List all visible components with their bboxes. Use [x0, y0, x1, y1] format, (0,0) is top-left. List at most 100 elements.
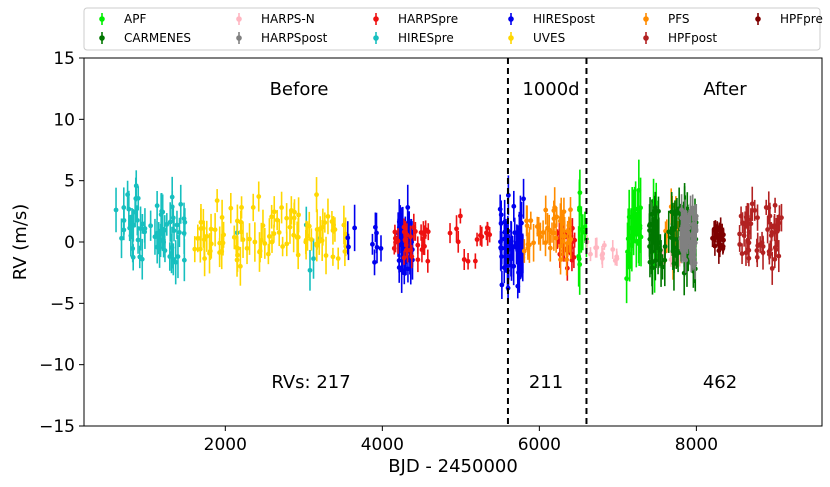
- rv-point-uves: [195, 224, 201, 253]
- rv-point-harps-n: [588, 247, 593, 262]
- rv-point-hirespre: [138, 206, 143, 251]
- rv-point-pfs: [543, 195, 549, 225]
- legend-item: UVES: [508, 31, 565, 45]
- rv-point-hirespost: [352, 204, 358, 252]
- rv-point-hirespre: [162, 238, 168, 263]
- legend-label: HPFpre: [780, 12, 823, 26]
- rv-point-uves: [323, 236, 329, 275]
- rv-point-apf: [625, 208, 631, 270]
- rv-point-hirespre: [175, 235, 181, 279]
- rv-point-uves: [271, 196, 277, 228]
- rv-point-pfs: [558, 244, 563, 275]
- rv-point-uves: [291, 202, 297, 234]
- rv-point-harpspre: [447, 223, 453, 244]
- rv-point-uves: [279, 191, 284, 224]
- rv-point-pfs: [568, 219, 574, 259]
- rv-point-pfs: [553, 223, 559, 253]
- rv-point-pfs: [547, 234, 553, 262]
- rv-point-carmenes: [656, 196, 661, 226]
- rv-point-uves: [322, 212, 328, 233]
- legend: APF CARMENES HARPS-N HARPSpost HARPSpre HIRES…: [83, 7, 823, 51]
- rv-point-pfs: [540, 220, 546, 245]
- rv-point-hpfpost: [772, 197, 778, 213]
- rv-point-harpspre: [479, 226, 485, 247]
- rv-point-uves: [317, 216, 323, 241]
- rv-point-uves: [228, 192, 234, 224]
- rv-point-harpspre: [457, 208, 463, 224]
- rv-point-hirespost: [521, 178, 526, 219]
- rv-point-uves: [280, 236, 286, 257]
- count-before: RVs: 217: [271, 372, 350, 393]
- rv-point-uves: [235, 236, 241, 261]
- rv-point-uves: [250, 193, 256, 222]
- legend-item: HIRESpre: [373, 31, 454, 45]
- rv-point-hirespre: [130, 234, 136, 263]
- y-tick-label: −5: [50, 294, 75, 314]
- rv-point-apf: [580, 214, 586, 251]
- rv-point-uves: [244, 232, 250, 265]
- rv-point-hirespost: [345, 221, 351, 255]
- rv-point-uves: [294, 221, 300, 254]
- rv-point-hpfpost: [749, 186, 755, 221]
- rv-point-pfs: [551, 205, 557, 232]
- rv-point-hpfpost: [779, 203, 784, 232]
- rv-point-harpspost: [690, 236, 696, 271]
- rv-point-pfs: [562, 217, 568, 256]
- rv-point-uves: [207, 242, 213, 261]
- rv-point-hirespost: [370, 233, 375, 255]
- rv-point-uves: [314, 177, 319, 213]
- rv-point-hirespost: [497, 194, 503, 224]
- rv-point-hirespre: [148, 210, 154, 241]
- rv-point-uves: [274, 209, 280, 231]
- rv-point-uves: [238, 222, 244, 242]
- rv-point-hirespre: [178, 184, 184, 224]
- rv-point-uves: [198, 208, 204, 250]
- legend-item: HARPSpost: [236, 31, 328, 45]
- x-tick-label: 4000: [361, 435, 404, 455]
- rv-point-pfs: [527, 226, 532, 263]
- rv-point-uves: [192, 236, 198, 263]
- rv-point-hirespre: [127, 215, 133, 242]
- rv-point-hirespre: [174, 210, 180, 240]
- rv-point-uves: [234, 204, 240, 238]
- legend-label: HPFpost: [668, 31, 717, 45]
- rv-point-uves: [306, 211, 312, 241]
- rv-point-harpspre: [409, 244, 415, 269]
- rv-point-uves: [266, 218, 272, 255]
- rv-point-hpfpost: [765, 215, 771, 244]
- rv-point-uves: [262, 227, 268, 259]
- rv-point-uves: [287, 210, 293, 244]
- legend-item: HIRESpost: [508, 12, 595, 26]
- rv-point-harpspost: [692, 246, 698, 280]
- legend-item: HPFpre: [755, 12, 823, 26]
- rv-point-harps-n: [610, 240, 616, 259]
- rv-point-hpfpost: [755, 204, 760, 231]
- rv-point-pfs: [558, 197, 564, 238]
- rv-point-hirespre: [160, 214, 165, 251]
- rv-point-hirespre: [113, 187, 119, 233]
- rv-point-carmenes: [666, 210, 672, 253]
- rv-point-uves: [288, 196, 294, 225]
- rv-point-pfs: [546, 214, 552, 245]
- rv-point-carmenes: [649, 228, 654, 275]
- rv-point-pfs: [528, 211, 534, 230]
- rv-point-harpspre: [455, 230, 461, 253]
- rv-point-hpfpost: [767, 202, 773, 230]
- rv-point-pfs: [565, 220, 571, 242]
- rv-point-hirespost: [374, 231, 380, 264]
- rv-point-hirespost: [518, 195, 523, 236]
- rv-point-uves: [308, 228, 314, 251]
- rv-point-hirespre: [169, 226, 175, 269]
- rv-point-harpspre: [422, 237, 427, 256]
- rv-point-uves: [214, 189, 220, 213]
- rv-point-hirespre: [167, 202, 173, 242]
- rv-point-uves: [276, 218, 282, 247]
- rv-point-hirespre: [154, 191, 160, 221]
- annotation-after: After: [703, 79, 747, 100]
- legend-label: CARMENES: [124, 31, 191, 45]
- rv-point-uves: [265, 243, 271, 265]
- rv-point-hpfpost: [769, 251, 775, 285]
- rv-point-pfs: [531, 224, 536, 262]
- count-after: 462: [703, 372, 737, 393]
- x-axis-label: BJD - 2450000: [388, 456, 518, 477]
